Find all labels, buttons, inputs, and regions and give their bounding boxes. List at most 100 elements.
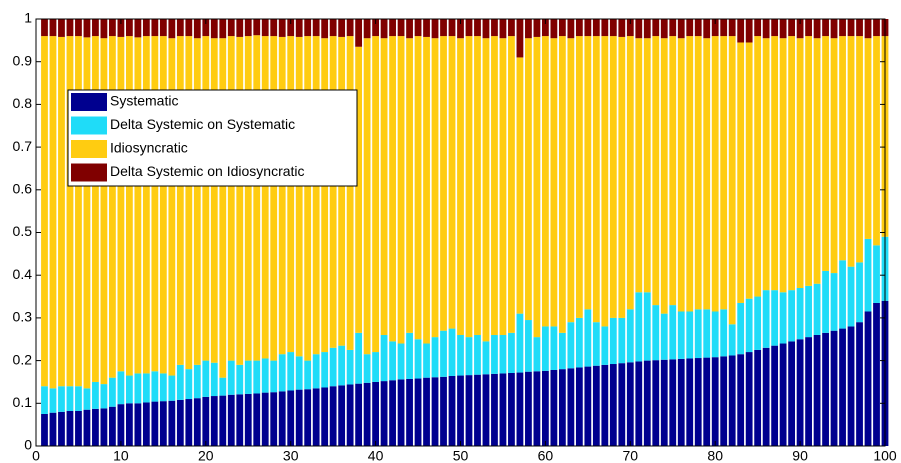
bar-segment (779, 19, 787, 39)
bar-segment (236, 394, 244, 446)
bar-segment (227, 360, 235, 395)
bar-segment (227, 394, 235, 446)
bar-segment (355, 332, 363, 384)
bar-segment (448, 36, 456, 329)
legend-label: Systematic (110, 93, 178, 109)
bar-segment (100, 408, 108, 446)
legend-box (67, 89, 358, 187)
bar-segment (779, 343, 787, 446)
bar-segment (176, 36, 184, 365)
bar-segment (847, 19, 855, 37)
bar-segment (745, 19, 753, 43)
bar-segment (457, 375, 464, 446)
bar-segment (711, 311, 719, 358)
bar-segment (448, 328, 456, 376)
bar-segment (380, 334, 388, 382)
bar-segment (839, 19, 846, 37)
bar-segment (355, 19, 363, 47)
bar-segment (125, 403, 133, 446)
bar-segment (117, 36, 125, 372)
bar-segment (355, 46, 363, 333)
bar-segment (346, 19, 354, 37)
bar-segment (109, 406, 116, 446)
bar-segment (125, 375, 133, 404)
bar-segment (652, 36, 660, 306)
bar-segment (788, 19, 796, 37)
bar-segment (261, 36, 269, 359)
bar-segment (686, 19, 694, 37)
bar-segment (321, 19, 329, 39)
bar-segment (414, 339, 422, 379)
bar-segment (626, 309, 634, 363)
bar-segment (176, 364, 184, 400)
bar-segment (295, 356, 303, 390)
bar-segment (431, 377, 439, 446)
bar-segment (609, 364, 617, 446)
bar-segment (567, 19, 575, 39)
bar-segment (380, 19, 388, 39)
bar-segment (873, 245, 880, 303)
bar-segment (134, 403, 142, 446)
bar-segment (652, 19, 660, 37)
bar-segment (584, 36, 592, 310)
bar-segment (440, 376, 447, 446)
bar-segment (321, 387, 329, 446)
bar-segment (626, 19, 634, 37)
bar-segment (304, 36, 312, 361)
bar-segment (193, 19, 201, 39)
bar-segment (440, 330, 447, 377)
bar-segment (643, 360, 651, 446)
bar-segment (635, 38, 643, 293)
bar-segment (92, 19, 99, 37)
bar-segment (771, 36, 779, 291)
bar-segment (236, 364, 244, 395)
bar-segment (431, 19, 439, 39)
bar-segment (185, 369, 193, 400)
bar-segment (864, 238, 872, 312)
y-tick-label: 0.3 (13, 309, 33, 325)
bar-segment (711, 357, 719, 446)
bar-segment (278, 36, 286, 355)
bar-segment (813, 38, 821, 284)
bar-segment (270, 392, 278, 446)
bar-segment (745, 42, 753, 299)
bar-segment (533, 36, 541, 338)
bar-segment (58, 36, 65, 387)
bar-segment (270, 36, 278, 361)
bar-segment (287, 36, 295, 353)
bar-segment (474, 334, 481, 375)
bar-segment (813, 19, 821, 39)
bar-segment (168, 38, 176, 376)
bar-segment (533, 19, 541, 37)
bar-segment (575, 19, 583, 37)
bar-segment (796, 19, 804, 39)
x-tick-label: 60 (538, 448, 554, 463)
bar-segment (159, 19, 167, 37)
bar-segment (278, 19, 286, 37)
bar-segment (41, 413, 48, 446)
bar-segment (142, 19, 150, 37)
bar-segment (677, 19, 685, 39)
bar-segment (584, 19, 592, 37)
bar-segment (643, 19, 651, 39)
bar-segment (159, 36, 167, 374)
bar-segment (584, 366, 592, 446)
bar-segment (389, 341, 396, 381)
bar-segment (66, 410, 74, 446)
bar-segment (397, 343, 405, 380)
bar-segment (754, 36, 762, 297)
bar-segment (686, 311, 694, 359)
bar-segment (508, 19, 515, 37)
bar-segment (253, 35, 261, 361)
bar-segment (312, 36, 320, 355)
bar-segment (703, 357, 711, 446)
bar-segment (660, 313, 668, 360)
bar-segment (805, 285, 812, 338)
bar-segment (66, 36, 74, 387)
bar-segment (516, 372, 524, 446)
bar-segment (219, 377, 227, 396)
bar-segment (618, 19, 626, 37)
bar-segment (338, 36, 346, 346)
bar-segment (550, 326, 558, 370)
y-tick-label: 0.1 (13, 394, 33, 410)
